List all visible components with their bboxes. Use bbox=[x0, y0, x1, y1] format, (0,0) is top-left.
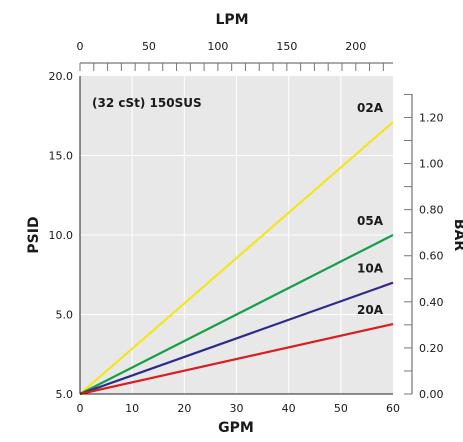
y2-tick-label: 0.00 bbox=[419, 388, 444, 401]
series-line-02a bbox=[79, 121, 394, 395]
y-tick-label: 5.0 bbox=[56, 388, 74, 401]
x2-tick-label: 0 bbox=[77, 40, 84, 53]
viscosity-annotation: (32 cSt) 150SUS bbox=[92, 96, 202, 110]
y-tick-label: 15.0 bbox=[49, 150, 74, 163]
series-label-10a: 10A bbox=[357, 262, 384, 276]
x-tick-label: 10 bbox=[125, 402, 139, 415]
x2-axis-title: LPM bbox=[215, 12, 248, 28]
x2-tick-label: 150 bbox=[276, 40, 297, 53]
y-tick-label: 10.0 bbox=[49, 229, 74, 242]
series-lines bbox=[79, 121, 394, 396]
y2-tick-label: 0.40 bbox=[419, 296, 444, 309]
axes bbox=[79, 62, 413, 395]
series-label-20a: 20A bbox=[357, 303, 384, 317]
x-tick-label: 20 bbox=[177, 402, 191, 415]
x-tick-label: 30 bbox=[230, 402, 244, 415]
y2-tick-label: 0.80 bbox=[419, 204, 444, 217]
series-line-05a bbox=[79, 234, 394, 395]
x-tick-label: 0 bbox=[77, 402, 84, 415]
series-line-10a bbox=[79, 281, 394, 396]
x-tick-label: 50 bbox=[334, 402, 348, 415]
y-tick-label: 5.0 bbox=[56, 309, 74, 322]
y2-tick-label: 0.60 bbox=[419, 250, 444, 263]
series-line-20a bbox=[79, 322, 394, 396]
y2-axis-title: BAR bbox=[451, 219, 463, 252]
y2-tick-label: 1.00 bbox=[419, 158, 444, 171]
x2-tick-label: 200 bbox=[345, 40, 366, 53]
series-label-05a: 05A bbox=[357, 214, 384, 228]
x-tick-label: 40 bbox=[282, 402, 296, 415]
y-tick-label: 20.0 bbox=[49, 70, 74, 83]
x-tick-label: 60 bbox=[386, 402, 400, 415]
y-axis-title: PSID bbox=[26, 216, 42, 253]
x-axis-title: GPM bbox=[218, 420, 254, 436]
y2-tick-label: 1.20 bbox=[419, 111, 444, 124]
series-label-02a: 02A bbox=[357, 101, 384, 115]
labels: 0 10 20 30 40 50 60 0 50 100 150 200 5.0 5.0 10.0 15.0 2… bbox=[49, 40, 444, 415]
y2-tick-label: 0.20 bbox=[419, 342, 444, 355]
x2-tick-label: 50 bbox=[142, 40, 156, 53]
x2-tick-label: 100 bbox=[207, 40, 228, 53]
